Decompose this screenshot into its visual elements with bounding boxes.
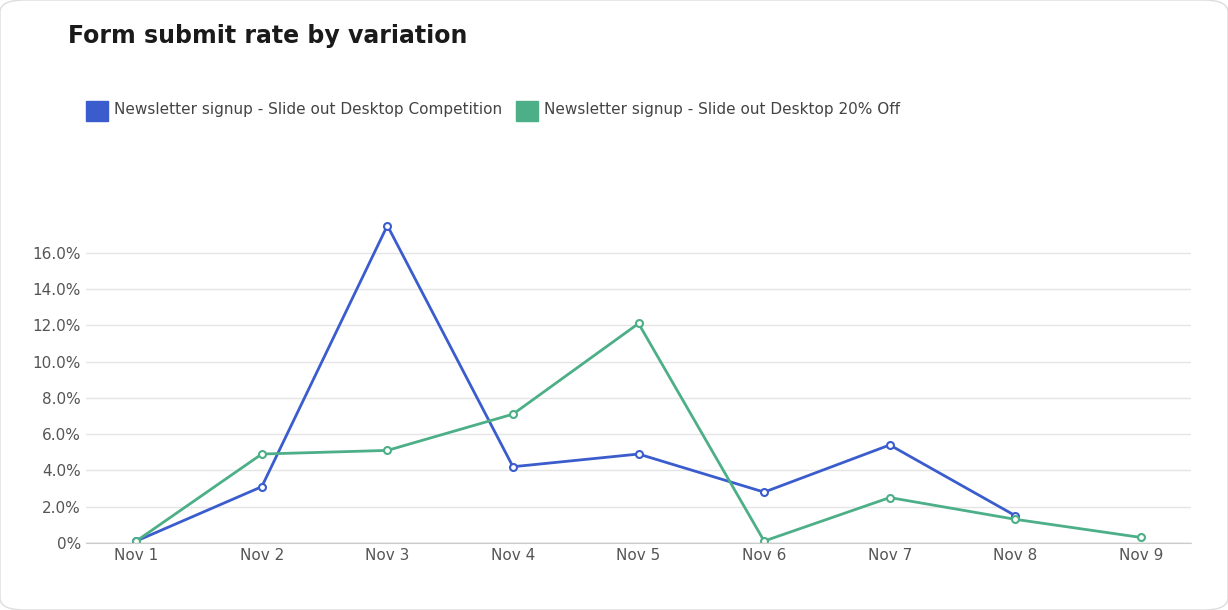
Newsletter signup - Slide out Desktop Competition (1008, 512, 1023, 519)
Text: Form submit rate by variation: Form submit rate by variation (68, 24, 467, 48)
Newsletter signup - Slide out Desktop 20% Off (379, 447, 394, 454)
Newsletter signup - Slide out Desktop Competition (506, 463, 521, 470)
Text: Newsletter signup - Slide out Desktop 20% Off: Newsletter signup - Slide out Desktop 20… (544, 102, 900, 117)
Newsletter signup - Slide out Desktop 20% Off (506, 411, 521, 418)
Newsletter signup - Slide out Desktop Competition (756, 489, 771, 496)
Newsletter signup - Slide out Desktop Competition (631, 450, 646, 458)
Newsletter signup - Slide out Desktop 20% Off (129, 537, 144, 545)
Newsletter signup - Slide out Desktop 20% Off (254, 450, 269, 458)
Newsletter signup - Slide out Desktop Competition (883, 441, 898, 448)
Newsletter signup - Slide out Desktop 20% Off (631, 320, 646, 327)
Newsletter signup - Slide out Desktop Competition (254, 483, 269, 490)
Newsletter signup - Slide out Desktop 20% Off (756, 537, 771, 545)
Text: Newsletter signup - Slide out Desktop Competition: Newsletter signup - Slide out Desktop Co… (114, 102, 502, 117)
Newsletter signup - Slide out Desktop 20% Off (883, 494, 898, 501)
Newsletter signup - Slide out Desktop Competition (129, 537, 144, 545)
Line: Newsletter signup - Slide out Desktop 20% Off: Newsletter signup - Slide out Desktop 20… (133, 320, 1144, 545)
Newsletter signup - Slide out Desktop 20% Off (1133, 534, 1148, 541)
Line: Newsletter signup - Slide out Desktop Competition: Newsletter signup - Slide out Desktop Co… (133, 222, 1019, 545)
Newsletter signup - Slide out Desktop Competition (379, 222, 394, 229)
Newsletter signup - Slide out Desktop 20% Off (1008, 515, 1023, 523)
